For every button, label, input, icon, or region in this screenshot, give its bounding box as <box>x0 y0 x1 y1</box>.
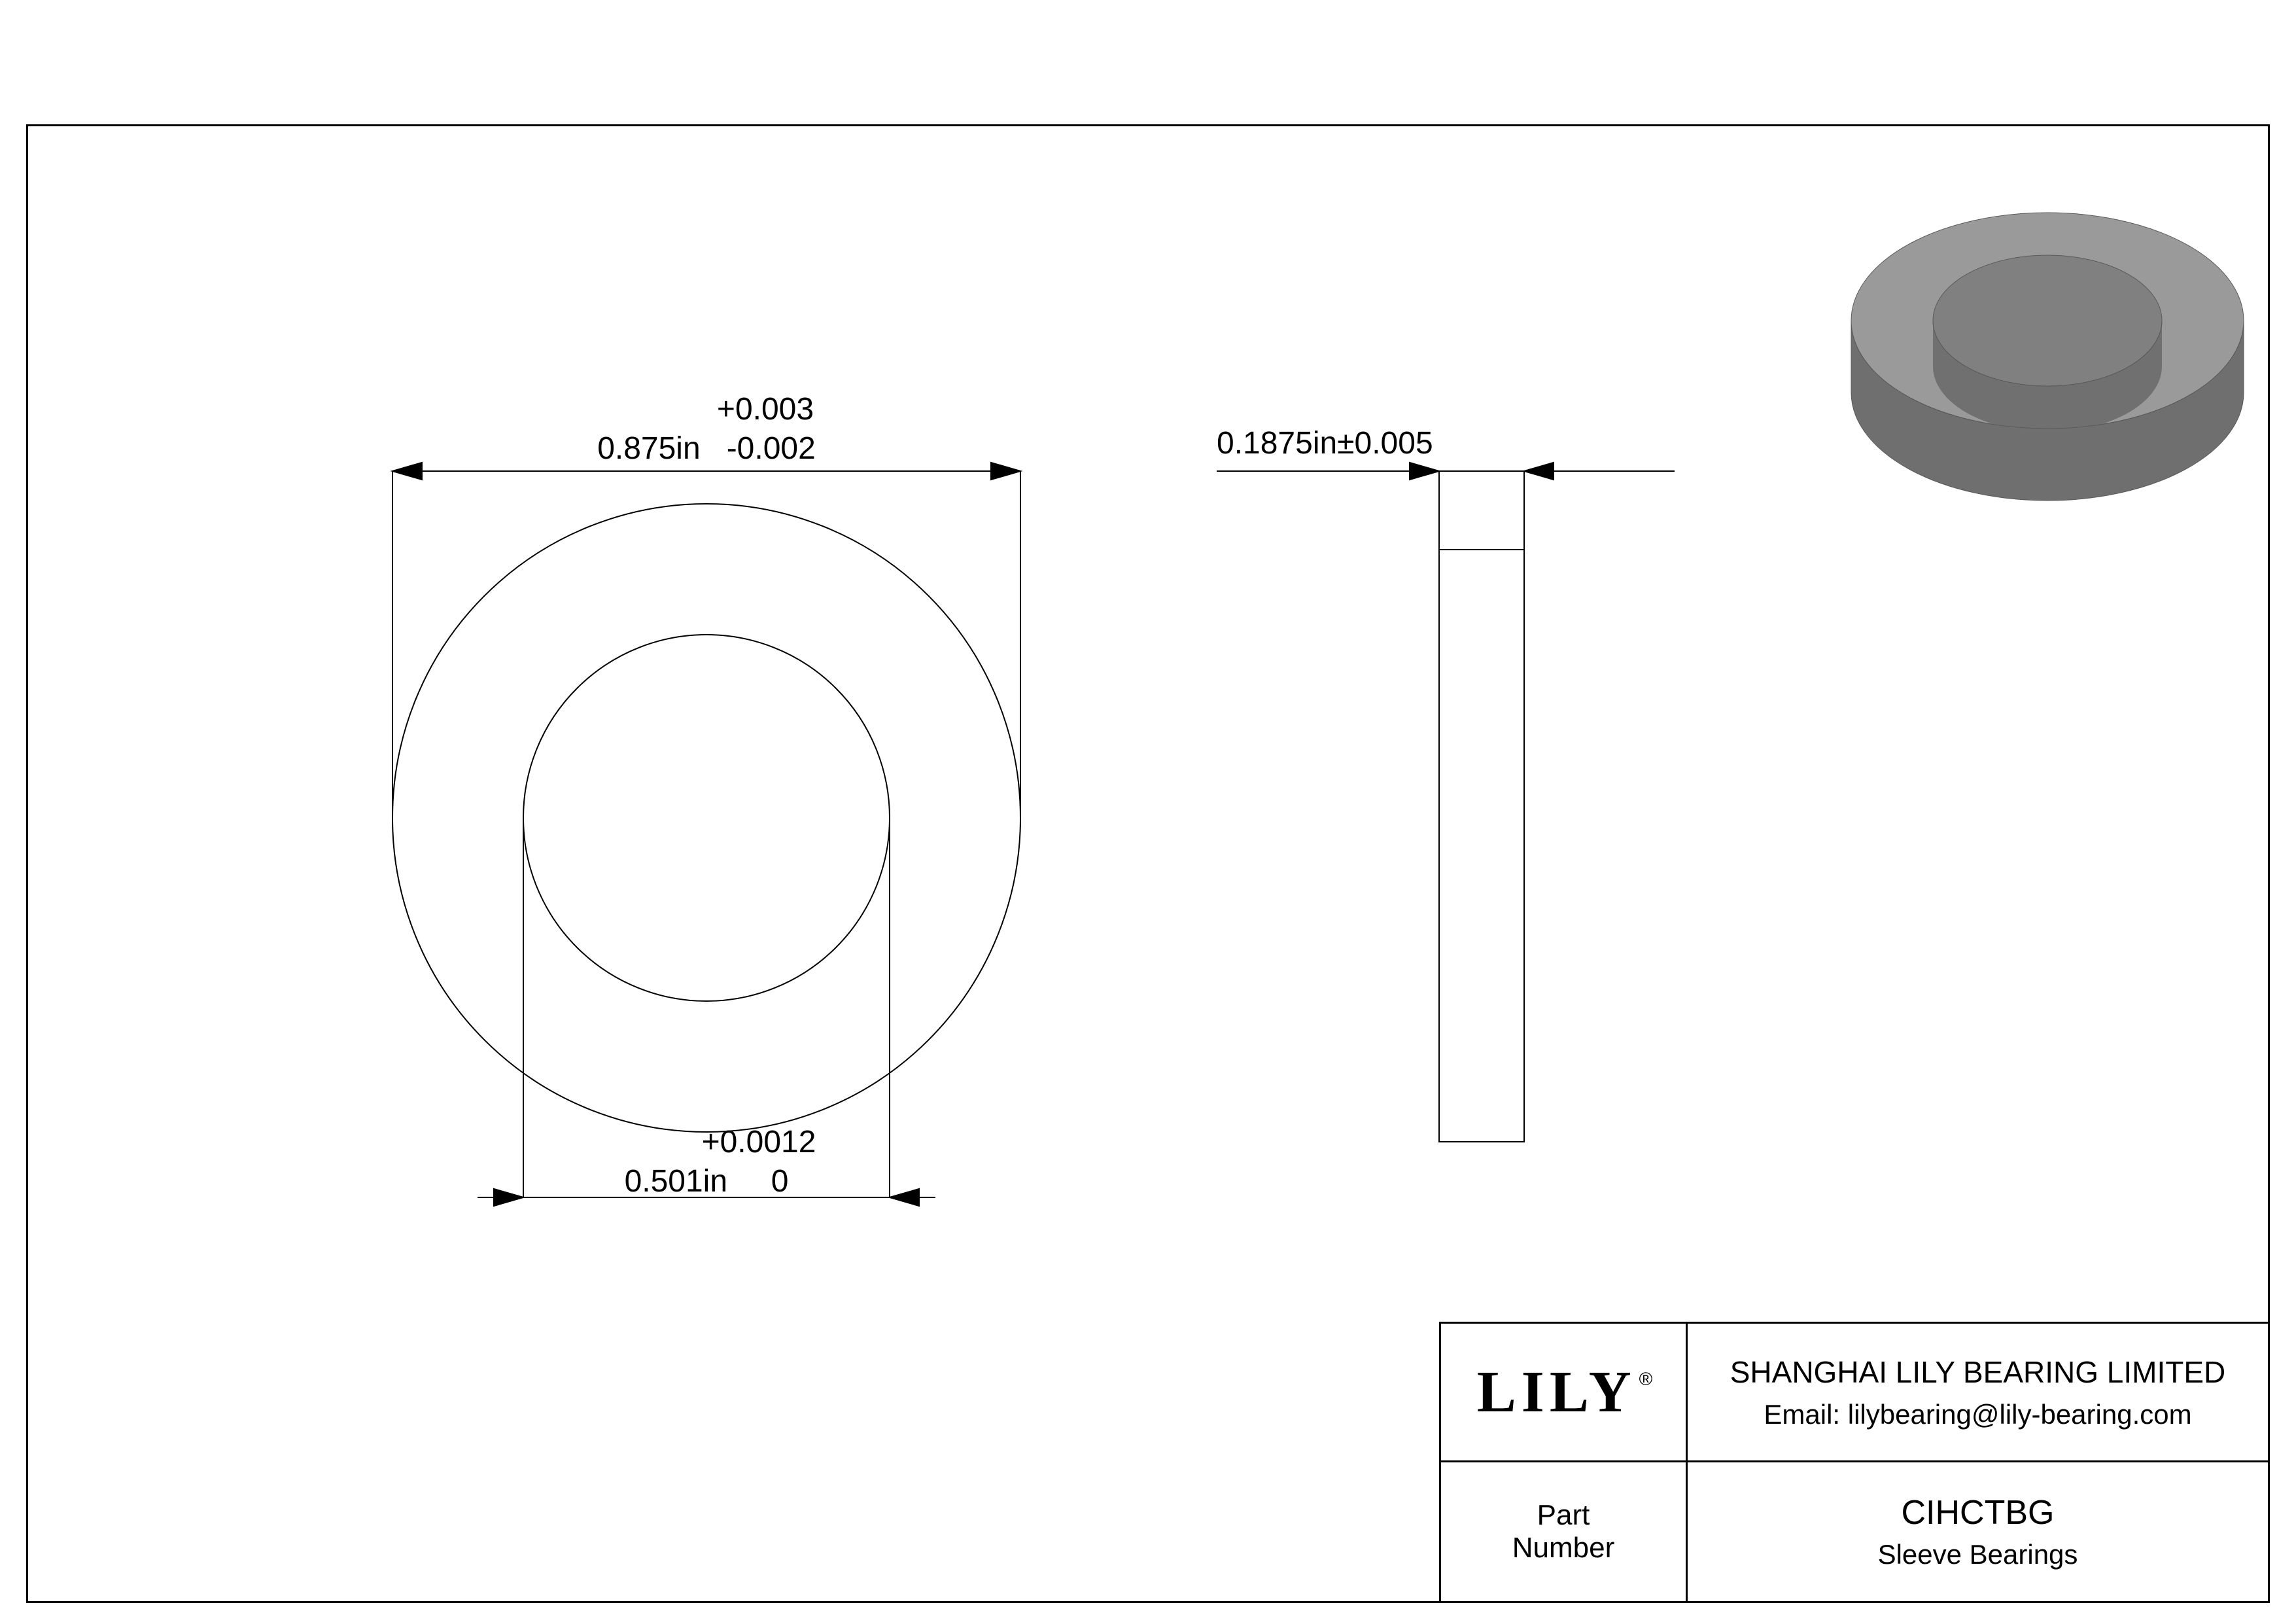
dim-outer-tol-plus: +0.003 <box>667 391 863 427</box>
company-email: Email: lilybearing@lily-bearing.com <box>1764 1399 2191 1430</box>
outer-circle <box>392 504 1020 1132</box>
dim-inner-line2: 0.501in 0 <box>523 1163 890 1199</box>
part-desc: Sleeve Bearings <box>1878 1539 2078 1570</box>
logo-text: LILY <box>1477 1360 1637 1424</box>
dim-outer-tol-minus: -0.002 <box>727 431 816 466</box>
side-rect <box>1439 550 1524 1142</box>
tb-logo-cell: LILY® <box>1439 1322 1688 1462</box>
dim-thickness <box>1217 463 1675 550</box>
part-number: CIHCTBG <box>1902 1493 2055 1532</box>
tb-partlabel-cell: Part Number <box>1439 1460 1688 1603</box>
dim-outer-line2: 0.875in -0.002 <box>523 431 890 467</box>
dim-inner-tol-minus: 0 <box>771 1164 789 1199</box>
part-label-l1: Part <box>1537 1499 1590 1532</box>
iso-view <box>1851 213 2244 501</box>
tb-partnum-cell: CIHCTBG Sleeve Bearings <box>1686 1460 2270 1603</box>
front-view <box>392 504 1020 1132</box>
part-label-l2: Number <box>1512 1532 1615 1564</box>
dim-inner-nominal: 0.501in <box>625 1164 727 1199</box>
dim-inner-tol-plus: +0.0012 <box>654 1124 863 1160</box>
side-view <box>1439 550 1524 1142</box>
inner-circle <box>523 635 890 1001</box>
dim-thickness-label: 0.1875in±0.005 <box>1217 425 1544 461</box>
dim-outer-diameter <box>392 463 1020 818</box>
dim-outer-nominal: 0.875in <box>597 431 700 466</box>
tb-company-cell: SHANGHAI LILY BEARING LIMITED Email: lil… <box>1686 1322 2270 1462</box>
logo-reg: ® <box>1639 1369 1653 1389</box>
company-name: SHANGHAI LILY BEARING LIMITED <box>1730 1354 2226 1390</box>
